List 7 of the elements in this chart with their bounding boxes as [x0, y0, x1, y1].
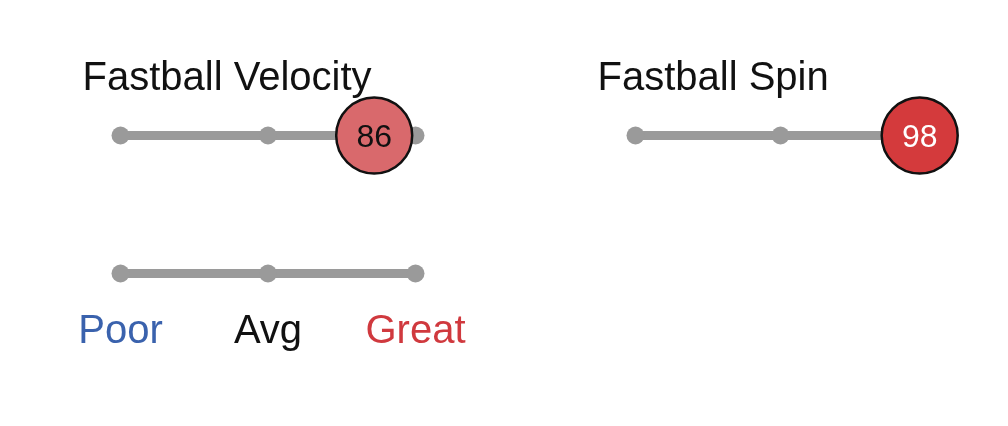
category-label: Fastball Spin [597, 53, 829, 98]
category-label: Fastball Velocity [82, 53, 372, 98]
text: Great [365, 306, 466, 351]
data-label: 98 [901, 117, 938, 154]
text: Avg [233, 306, 303, 351]
text: Poor [78, 306, 163, 351]
data-label: 86 [356, 117, 392, 154]
